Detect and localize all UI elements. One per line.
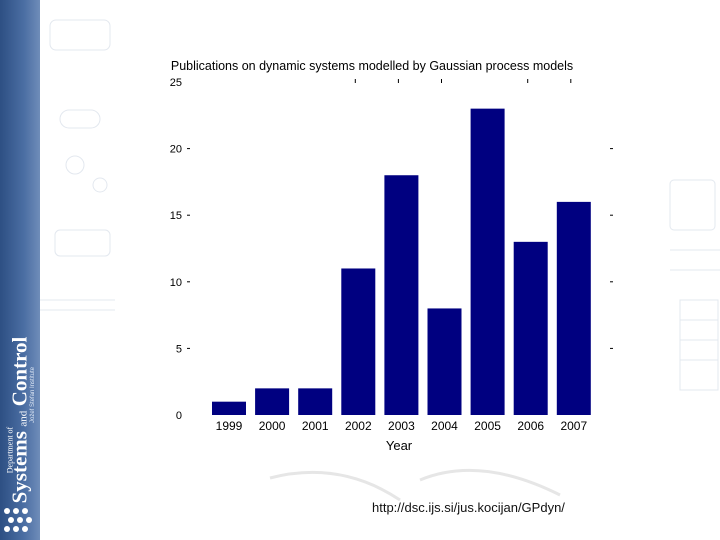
bar-chart: Publications on dynamic systems modelled… (170, 59, 613, 453)
x-tick-label: 2000 (259, 419, 286, 433)
chart-panel: Publications on dynamic systems modelled… (117, 48, 665, 461)
x-tick-label: 2004 (431, 419, 458, 433)
y-tick-label: 20 (170, 144, 182, 156)
background-decoration (40, 19, 720, 502)
bar (470, 108, 505, 415)
x-tick-label: 2002 (345, 419, 372, 433)
bar (255, 388, 290, 415)
bar (556, 201, 591, 415)
bars (212, 108, 591, 415)
branding-strip: Systems and Control Department of Jožef … (0, 0, 40, 540)
x-axis-title: Year (386, 438, 413, 453)
institute-name: Jožef Stefan Institute (30, 366, 36, 424)
x-tick-label: 2005 (474, 419, 501, 433)
top-axis-ticks (354, 79, 572, 83)
bar (341, 268, 376, 415)
y-tick-label: 10 (170, 277, 182, 289)
chart-title: Publications on dynamic systems modelled… (171, 59, 573, 73)
x-tick-label: 2001 (302, 419, 329, 433)
y-tick-label: 0 (176, 410, 182, 422)
department-logo-icon (4, 508, 32, 532)
y-tick-label: 25 (170, 77, 182, 89)
right-axis-ticks (610, 148, 613, 349)
bar (427, 308, 462, 415)
department-prefix: Department of (5, 426, 15, 474)
department-name: Systems and Control (7, 336, 32, 504)
bar (513, 241, 548, 415)
x-tick-label: 2006 (517, 419, 544, 433)
bar (212, 401, 246, 415)
source-url: http://dsc.ijs.si/jus.kocijan/GPdyn/ (372, 500, 565, 515)
bar (384, 175, 419, 415)
x-tick-label: 2003 (388, 419, 415, 433)
department-name-and: and (17, 410, 30, 427)
x-tick-label: 2007 (560, 419, 587, 433)
y-tick-label: 15 (170, 210, 182, 222)
bar (298, 388, 333, 415)
x-tick-label: 1999 (216, 419, 243, 433)
y-tick-label: 5 (176, 343, 182, 355)
y-axis: 0 5 10 15 20 25 (170, 77, 190, 422)
x-axis-labels: 1999 2000 2001 2002 2003 2004 2005 2006 2007 (216, 419, 588, 433)
department-name-part2: Control (7, 336, 32, 407)
